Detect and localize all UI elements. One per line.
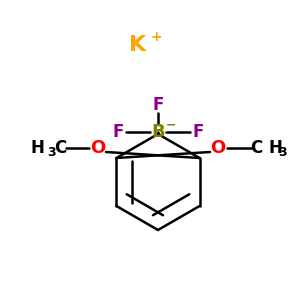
- Text: F: F: [192, 123, 204, 141]
- Text: O: O: [210, 139, 226, 157]
- Text: F: F: [112, 123, 124, 141]
- Text: K: K: [129, 35, 147, 55]
- Text: C: C: [250, 139, 262, 157]
- Text: 3: 3: [278, 146, 286, 160]
- Text: 3: 3: [47, 146, 56, 160]
- Text: O: O: [90, 139, 106, 157]
- Text: H: H: [30, 139, 44, 157]
- Text: +: +: [150, 30, 162, 44]
- Text: C: C: [54, 139, 66, 157]
- Text: H: H: [268, 139, 282, 157]
- Text: B: B: [151, 123, 165, 141]
- Text: −: −: [166, 118, 176, 131]
- Text: F: F: [152, 96, 164, 114]
